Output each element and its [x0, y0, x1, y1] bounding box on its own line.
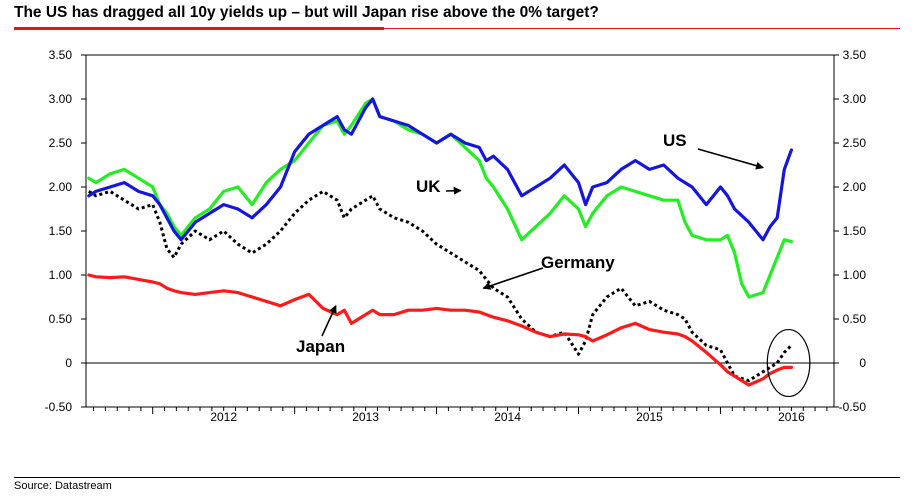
- y-tick-label-left: 3.50: [49, 48, 73, 62]
- y-tick-label-left: -0.50: [45, 400, 73, 414]
- series-line-us: [87, 97, 794, 242]
- x-tick-label: 2014: [494, 410, 521, 424]
- y-tick-label-left: 0: [65, 356, 72, 370]
- yields-chart: 3.503.002.502.001.501.000.500-0.50 3.503…: [45, 48, 867, 424]
- series-line-germany: [88, 189, 793, 383]
- highlight-ellipse: [766, 328, 811, 398]
- annotation-arrow-japan: [321, 304, 337, 337]
- x-axis: 2012 2013 2014 2015 2016: [93, 407, 828, 424]
- y-tick-label-right: 2.50: [843, 136, 867, 150]
- x-tick-label: 2016: [778, 410, 805, 424]
- source-rule: [14, 477, 900, 478]
- y-tick-label-left: 1.50: [49, 224, 73, 238]
- annotation-label-japan: Japan: [296, 337, 345, 356]
- series-line-japan: [87, 273, 794, 387]
- annotation-layer: US UK Germany Japan: [296, 131, 811, 398]
- y-tick-label-right: 1.50: [843, 224, 867, 238]
- y-tick-label-left: 0.50: [49, 312, 73, 326]
- y-tick-label-right: 3.00: [843, 92, 867, 106]
- series-line-uk: [87, 97, 794, 299]
- x-tick-label: 2012: [210, 410, 237, 424]
- chart-title: The US has dragged all 10y yields up – b…: [14, 4, 599, 21]
- y-tick-label-right: 0.50: [843, 312, 867, 326]
- y-tick-label-right: 3.50: [843, 48, 867, 62]
- y-axis-right: 3.50 3.00 2.50 2.00 1.50 1.00 0.50 0 -0.50: [834, 48, 866, 414]
- y-tick-label-left: 1.00: [49, 268, 73, 282]
- title-underline-rule: [384, 28, 900, 29]
- y-tick-label-right: 2.00: [843, 180, 867, 194]
- annotation-arrow-us: [697, 148, 764, 170]
- y-tick-label-left: 2.50: [49, 136, 73, 150]
- plot-area: [85, 54, 835, 408]
- y-tick-label-right: 1.00: [843, 268, 867, 282]
- series-layer: [87, 97, 794, 387]
- x-tick-label: 2015: [636, 410, 663, 424]
- annotation-label-germany: Germany: [541, 253, 615, 272]
- source-note: Source: Datastream: [14, 480, 112, 492]
- annotation-arrow-germany: [482, 267, 544, 290]
- annotation-label-us: US: [663, 131, 687, 150]
- y-axis-left: 3.50 3.00 2.50 2.00 1.50 1.00 0.50 0 -0.50: [45, 48, 86, 414]
- y-tick-label-right: 0: [859, 356, 866, 370]
- y-tick-label-right: -0.50: [839, 400, 867, 414]
- title-underline-accent: [14, 27, 384, 30]
- y-tick-label-left: 3.00: [49, 92, 73, 106]
- y-tick-label-left: 2.00: [49, 180, 73, 194]
- annotation-label-uk: UK: [416, 177, 441, 196]
- x-tick-label: 2013: [352, 410, 379, 424]
